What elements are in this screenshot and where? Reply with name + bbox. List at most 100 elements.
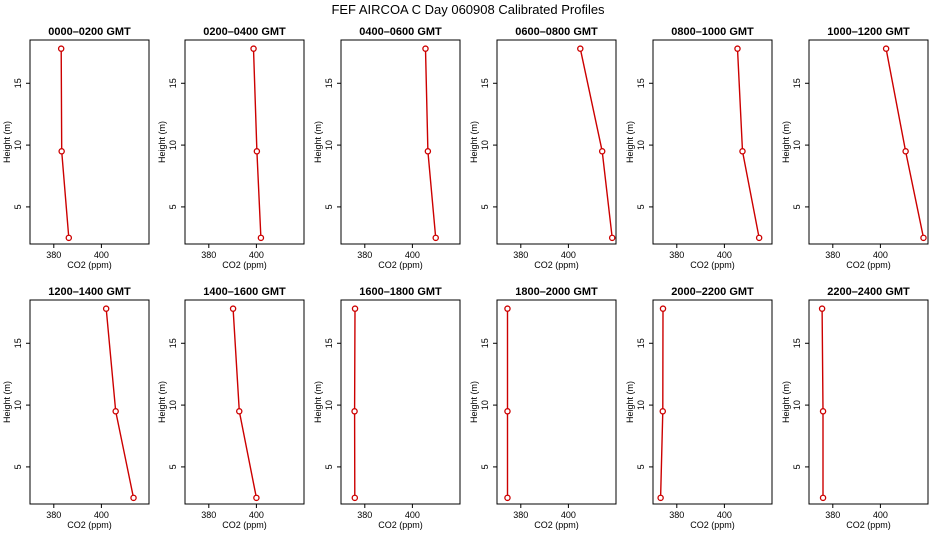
x-axis-label: CO2 (ppm): [378, 520, 423, 530]
plot-frame: [652, 299, 773, 505]
panel-title: 0400–0600 GMT: [359, 26, 442, 38]
plot-frame: [808, 299, 929, 505]
y-tick-label: 10: [792, 400, 802, 410]
x-axis-label: CO2 (ppm): [690, 260, 735, 270]
panel-10: 1800–2000 GMT 380 400 5 10 15 CO2 (ppm) Height …: [469, 286, 617, 530]
y-tick-label: 10: [168, 400, 178, 410]
y-tick-label: 10: [636, 400, 646, 410]
data-point: [920, 234, 927, 242]
y-tick-label: 10: [480, 140, 490, 150]
y-axis-label: Height (m): [313, 381, 323, 423]
x-tick-label: 380: [357, 250, 372, 260]
profile-line: [821, 308, 824, 498]
y-tick-label: 15: [324, 78, 334, 88]
panel-9: 1600–1800 GMT 380 400 5 10 15 CO2 (ppm) Height …: [313, 286, 461, 530]
y-tick-label: 10: [636, 140, 646, 150]
panel-title: 0800–1000 GMT: [671, 26, 754, 38]
x-tick-label: 400: [94, 250, 109, 260]
panel-title: 0200–0400 GMT: [203, 26, 286, 38]
x-tick-label: 400: [561, 250, 576, 260]
x-tick-label: 380: [513, 250, 528, 260]
data-point: [257, 234, 265, 242]
data-point: [253, 494, 260, 502]
y-tick-label: 5: [324, 204, 334, 209]
y-tick-label: 5: [13, 204, 23, 209]
y-tick-label: 10: [168, 140, 178, 150]
plot-frame: [340, 299, 461, 505]
profile-line: [60, 48, 70, 238]
x-axis-label: CO2 (ppm): [846, 520, 891, 530]
plot-frame: [184, 39, 305, 245]
x-tick-label: 380: [46, 250, 61, 260]
panel-title: 1400–1600 GMT: [203, 286, 286, 298]
plot-frame: [808, 39, 929, 245]
y-tick-label: 5: [636, 464, 646, 469]
data-point: [504, 408, 511, 415]
data-point: [882, 45, 890, 52]
y-tick-label: 5: [792, 464, 802, 469]
x-tick-label: 400: [249, 250, 264, 260]
x-tick-label: 400: [249, 510, 264, 520]
y-tick-label: 10: [324, 140, 334, 150]
plot-frame: [184, 299, 305, 505]
data-point: [424, 148, 432, 155]
data-point: [659, 305, 667, 312]
data-point: [65, 234, 73, 242]
y-axis-label: Height (m): [2, 381, 12, 423]
y-tick-label: 5: [636, 204, 646, 209]
panel-4: 0600–0800 GMT 380 400 5 10 15 CO2 (ppm) Height …: [469, 26, 617, 270]
x-axis-label: CO2 (ppm): [846, 260, 891, 270]
y-tick-label: 15: [13, 338, 23, 348]
y-tick-label: 10: [13, 400, 23, 410]
x-tick-label: 380: [825, 250, 840, 260]
data-point: [739, 148, 746, 155]
profile-line: [424, 48, 437, 238]
y-tick-label: 15: [168, 338, 178, 348]
panel-3: 0400–0600 GMT 380 400 5 10 15 CO2 (ppm) Height …: [313, 26, 461, 270]
y-tick-label: 15: [792, 78, 802, 88]
y-axis-label: Height (m): [469, 121, 479, 163]
profile-line: [252, 48, 262, 238]
data-point: [819, 408, 827, 415]
data-point: [351, 494, 359, 502]
x-tick-label: 380: [669, 510, 684, 520]
y-axis-label: Height (m): [469, 381, 479, 423]
data-point: [58, 148, 65, 155]
y-tick-label: 15: [636, 338, 646, 348]
data-point: [504, 305, 511, 312]
y-axis-label: Height (m): [781, 381, 791, 423]
y-tick-label: 10: [792, 140, 802, 150]
y-tick-label: 5: [13, 464, 23, 469]
y-tick-label: 15: [480, 78, 490, 88]
plot-frame: [29, 39, 150, 245]
data-point: [236, 408, 243, 415]
x-tick-label: 400: [717, 250, 732, 260]
data-point: [504, 494, 511, 502]
panels: 0000–0200 GMT 380 400 5 10 15 CO2 (ppm) Height …: [2, 26, 929, 530]
panel-title: 1000–1200 GMT: [827, 26, 910, 38]
x-tick-label: 400: [94, 510, 109, 520]
data-point: [130, 494, 137, 502]
y-axis-label: Height (m): [157, 121, 167, 163]
x-tick-label: 380: [201, 250, 216, 260]
panel-title: 1200–1400 GMT: [48, 286, 131, 298]
data-point: [112, 408, 119, 415]
panel-2: 0200–0400 GMT 380 400 5 10 15 CO2 (ppm) Height …: [157, 26, 305, 270]
panel-title: 1800–2000 GMT: [515, 286, 598, 298]
plot-frame: [29, 299, 150, 505]
y-tick-label: 10: [480, 400, 490, 410]
x-tick-label: 400: [873, 250, 888, 260]
y-axis-label: Height (m): [2, 121, 12, 163]
data-point: [657, 494, 664, 502]
x-axis-label: CO2 (ppm): [67, 260, 112, 270]
profile-line: [736, 48, 760, 238]
y-tick-label: 5: [168, 464, 178, 469]
y-axis-label: Height (m): [625, 121, 635, 163]
x-tick-label: 380: [513, 510, 528, 520]
data-point: [57, 45, 65, 52]
y-tick-label: 15: [792, 338, 802, 348]
data-point: [250, 45, 257, 52]
x-axis-label: CO2 (ppm): [378, 260, 423, 270]
plot-frame: [652, 39, 773, 245]
y-tick-label: 5: [324, 464, 334, 469]
